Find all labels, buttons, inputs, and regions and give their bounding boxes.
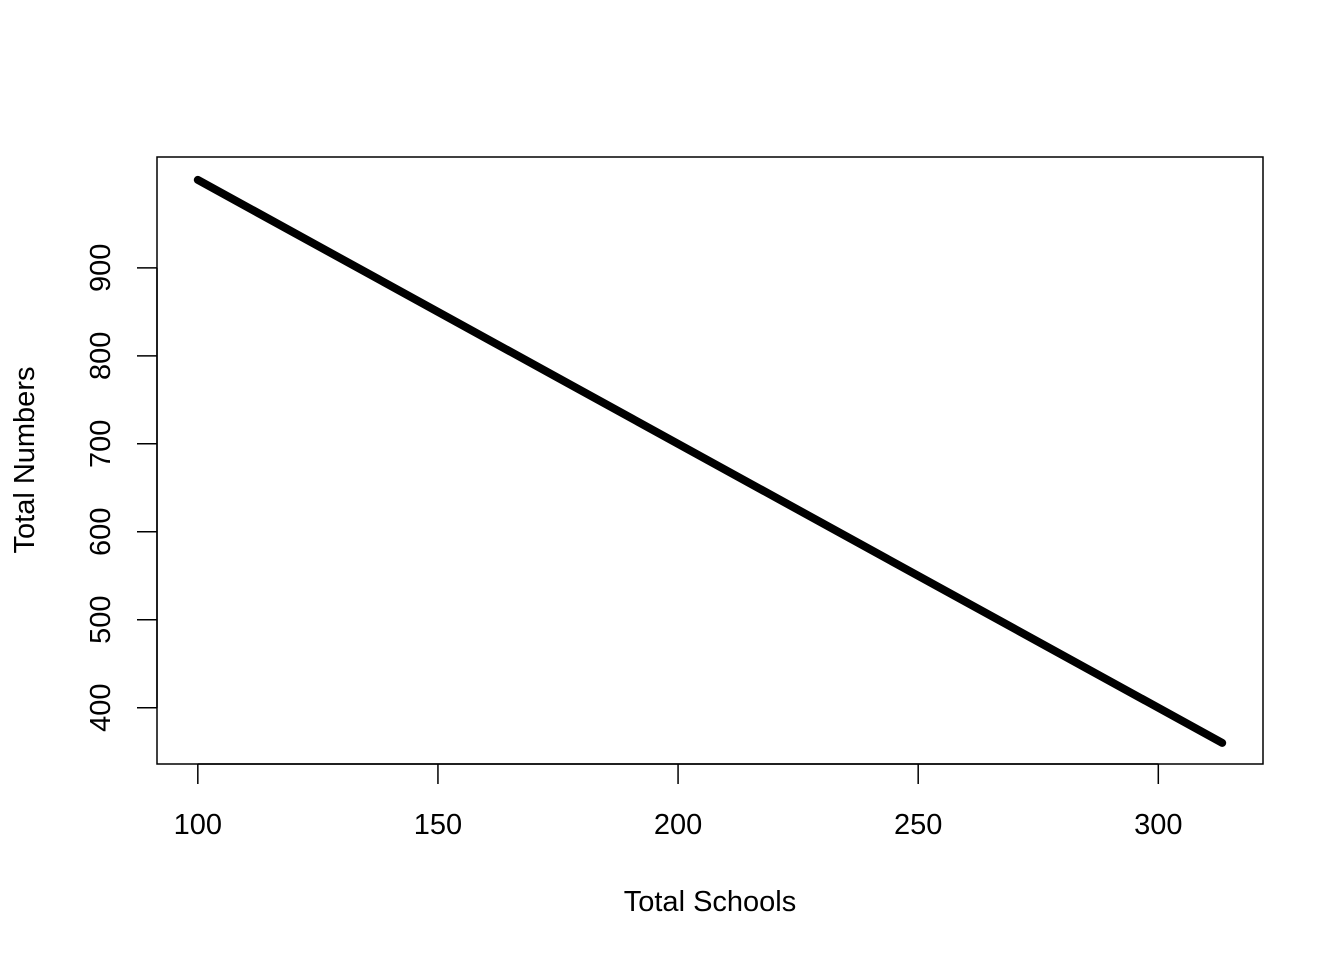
- y-tick-label: 800: [85, 332, 117, 380]
- y-tick-label: 700: [85, 420, 117, 468]
- series-layer: [193, 175, 1227, 747]
- y-axis: 400 500 600 700 800 900: [85, 244, 158, 732]
- y-tick-label: 900: [85, 244, 117, 292]
- series-line: [193, 175, 1227, 747]
- x-axis: 100 150 200 250 300: [174, 763, 1183, 841]
- x-tick-label: 250: [894, 809, 942, 841]
- y-tick-label: 600: [85, 508, 117, 556]
- y-tick-label: 400: [85, 684, 117, 732]
- x-tick-label: 300: [1134, 809, 1182, 841]
- y-tick-label: 500: [85, 596, 117, 644]
- y-axis-title: Total Numbers: [9, 367, 41, 554]
- x-axis-title: Total Schools: [624, 886, 797, 918]
- x-tick-label: 150: [414, 809, 462, 841]
- x-tick-label: 200: [654, 809, 702, 841]
- x-tick-label: 100: [174, 809, 222, 841]
